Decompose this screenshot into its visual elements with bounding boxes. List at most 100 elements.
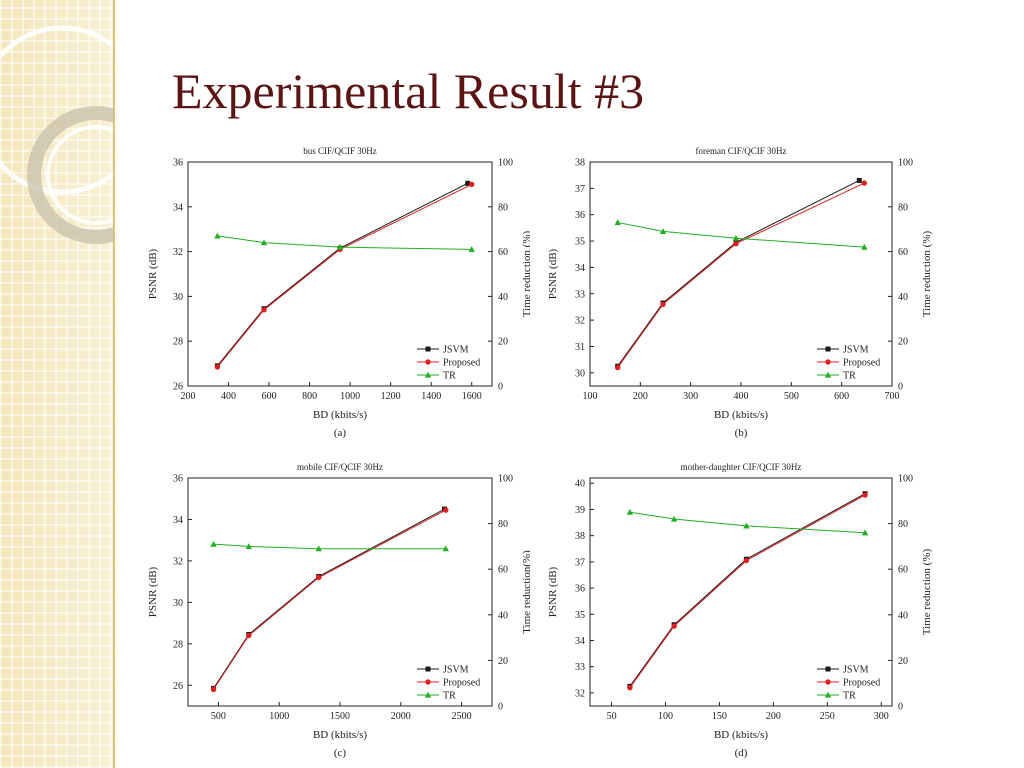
y-tick-label: 32 xyxy=(173,556,183,567)
y-tick-label: 36 xyxy=(575,210,585,221)
y2-tick-label: 40 xyxy=(898,610,908,621)
series-line-jsvm xyxy=(617,179,860,367)
legend-label: JSVM xyxy=(443,665,469,676)
data-point-tr xyxy=(442,545,449,552)
x-tick-label: 800 xyxy=(302,391,317,402)
y-tick-label: 36 xyxy=(575,584,585,595)
data-point-proposed xyxy=(316,574,322,581)
y-tick-label: 26 xyxy=(173,681,183,692)
data-point-tr xyxy=(245,543,252,549)
y-tick-label: 33 xyxy=(575,289,585,300)
legend-marker-tr xyxy=(424,691,432,698)
data-point-tr xyxy=(861,529,869,536)
x-tick-label: 150 xyxy=(712,711,727,722)
data-point-tr xyxy=(210,540,217,547)
y-tick-label: 31 xyxy=(575,342,585,353)
data-point-tr xyxy=(743,522,750,529)
x-tick-label: 1000 xyxy=(269,711,289,722)
y-tick-label: 32 xyxy=(575,688,585,699)
legend-label: Proposed xyxy=(443,678,480,689)
y2-tick-label: 0 xyxy=(898,702,903,713)
x-tick-label: 200 xyxy=(766,711,781,722)
data-point-tr xyxy=(260,239,268,246)
x-tick-label: 1400 xyxy=(421,391,441,402)
y2-tick-label: 0 xyxy=(498,702,503,713)
x-tick-label: 50 xyxy=(607,711,617,722)
y2-tick-label: 100 xyxy=(498,474,513,485)
chart-title: bus CIF/QCIF 30Hz xyxy=(303,146,377,156)
series-line-proposed xyxy=(617,182,865,368)
data-point-proposed xyxy=(743,557,750,564)
data-point-tr xyxy=(626,509,634,515)
x-tick-label: 1500 xyxy=(330,711,350,722)
y2-axis-label: Time reduction(%) xyxy=(521,550,530,634)
y-tick-label: 35 xyxy=(575,610,585,621)
y-tick-label: 38 xyxy=(575,158,585,169)
y-tick-label: 35 xyxy=(575,237,585,248)
series-line-tr xyxy=(217,235,472,250)
data-point-jsvm xyxy=(856,177,862,183)
x-tick-label: 200 xyxy=(181,391,196,402)
data-point-proposed xyxy=(671,623,677,629)
x-tick-label: 600 xyxy=(834,391,849,402)
y2-tick-label: 40 xyxy=(498,610,508,621)
plot-frame xyxy=(187,161,493,387)
data-point-proposed xyxy=(733,240,739,247)
legend-label: Proposed xyxy=(843,678,880,689)
data-point-proposed xyxy=(469,181,475,188)
series-line-jsvm xyxy=(217,182,468,367)
legend-label: TR xyxy=(443,691,456,702)
data-point-proposed xyxy=(861,180,868,186)
y-tick-label: 37 xyxy=(575,184,585,195)
data-point-tr xyxy=(315,545,322,552)
y-tick-label: 37 xyxy=(575,557,585,568)
legend-marker-jsvm xyxy=(825,666,831,672)
x-tick-label: 500 xyxy=(211,711,226,722)
y-tick-label: 26 xyxy=(173,382,183,393)
y2-tick-label: 60 xyxy=(898,565,908,576)
y2-tick-label: 0 xyxy=(498,382,503,393)
data-point-proposed xyxy=(246,632,252,639)
y2-axis-label: Time reduction (%) xyxy=(921,548,933,635)
x-axis-label: BD (kbits/s) xyxy=(313,729,367,741)
x-tick-label: 1000 xyxy=(340,391,360,402)
y-axis-label: PSNR (dB) xyxy=(547,566,559,617)
y-tick-label: 40 xyxy=(575,479,585,490)
chart-caption: (b) xyxy=(735,427,748,439)
y-tick-label: 33 xyxy=(575,662,585,673)
x-tick-label: 400 xyxy=(734,391,749,402)
legend-label: TR xyxy=(843,691,856,702)
series-line-proposed xyxy=(629,494,866,688)
data-point-tr xyxy=(468,246,475,252)
legend-marker-jsvm xyxy=(425,666,431,672)
chart-caption: (a) xyxy=(334,427,347,439)
legend-marker-proposed xyxy=(825,679,831,685)
y2-tick-label: 80 xyxy=(898,519,908,530)
y2-tick-label: 100 xyxy=(898,474,913,485)
y-tick-label: 38 xyxy=(575,531,585,542)
series-line-tr xyxy=(213,543,446,550)
legend-marker-jsvm xyxy=(425,346,431,352)
data-point-proposed xyxy=(214,364,221,370)
series-line-tr xyxy=(629,511,866,534)
legend-label: JSVM xyxy=(843,345,869,356)
legend-marker-proposed xyxy=(425,359,431,365)
y2-tick-label: 80 xyxy=(898,202,908,213)
legend-label: TR xyxy=(443,371,456,382)
y2-tick-label: 0 xyxy=(898,382,903,393)
y2-tick-label: 20 xyxy=(498,656,508,667)
y-tick-label: 32 xyxy=(575,316,585,327)
chart-title: mobile CIF/QCIF 30Hz xyxy=(297,462,383,472)
x-tick-label: 100 xyxy=(658,711,673,722)
x-axis-label: BD (kbits/s) xyxy=(714,409,768,421)
y2-tick-label: 60 xyxy=(498,247,508,258)
data-point-tr xyxy=(214,232,221,239)
chart-title: foreman CIF/QCIF 30Hz xyxy=(696,146,787,156)
y-tick-label: 34 xyxy=(575,636,585,647)
x-tick-label: 250 xyxy=(820,711,835,722)
y-tick-label: 34 xyxy=(575,263,585,274)
data-point-tr xyxy=(732,234,740,241)
